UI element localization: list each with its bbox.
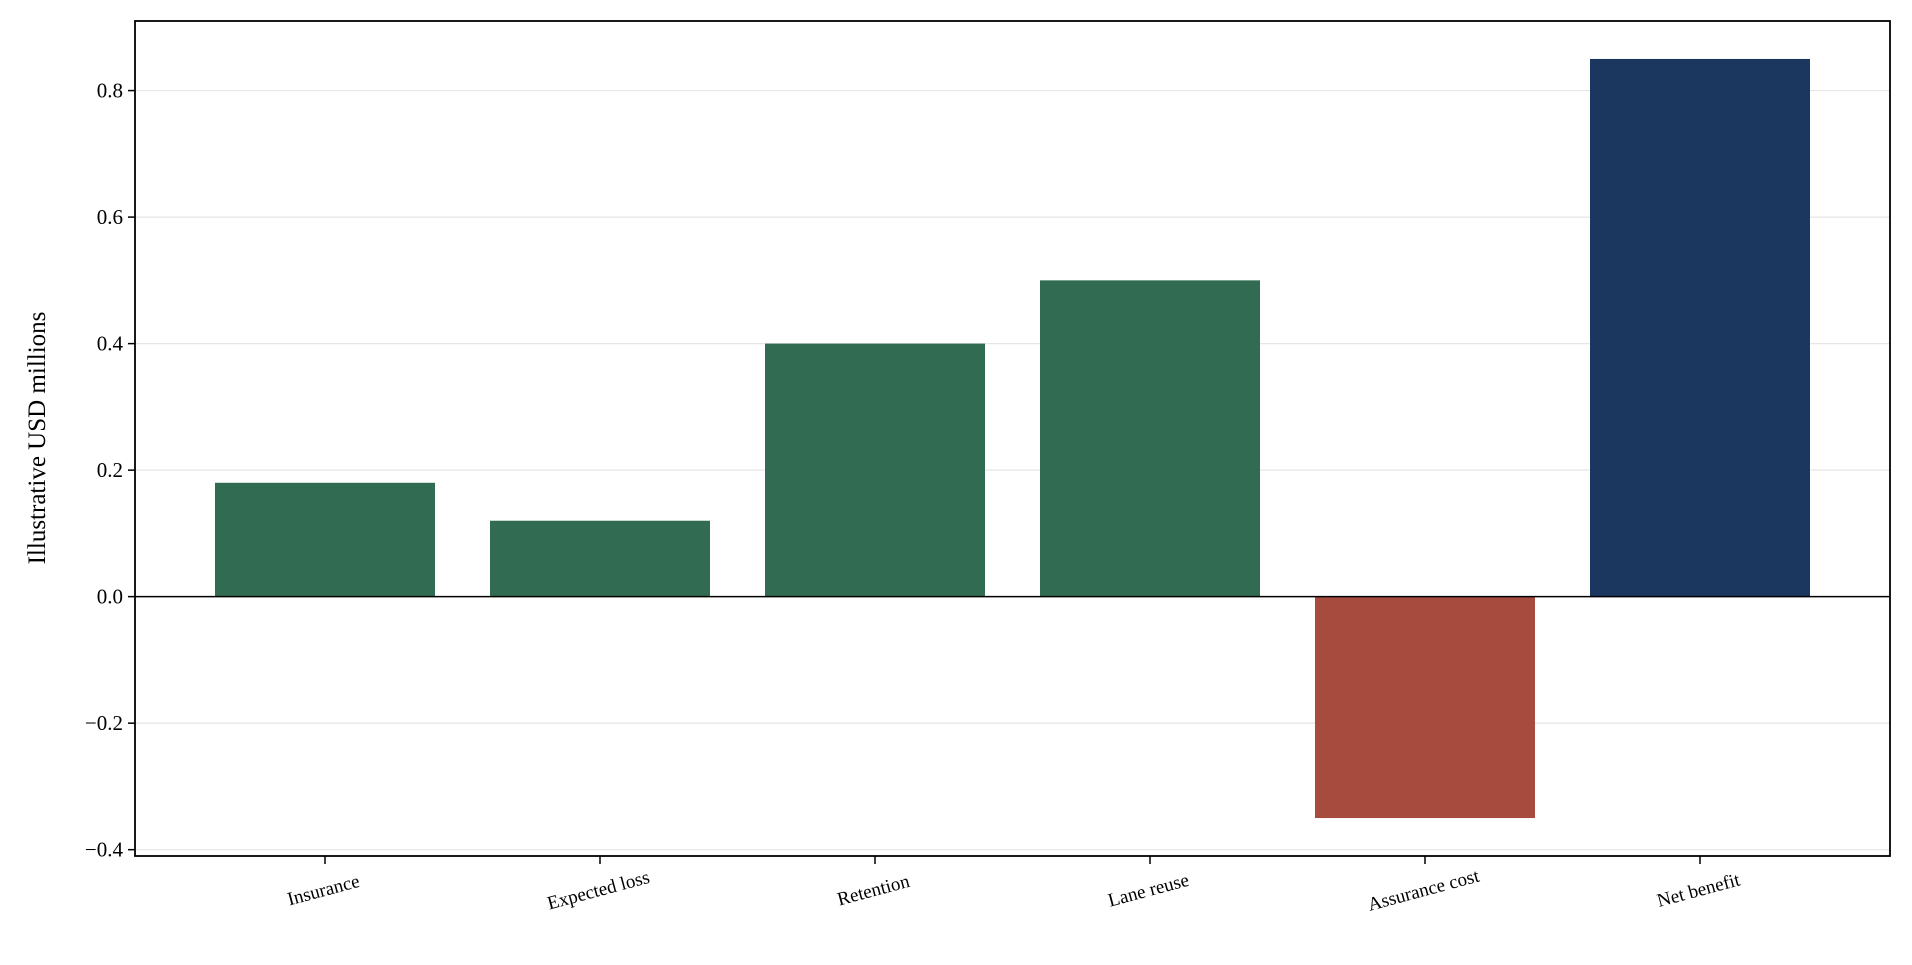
y-tick-label: 0.0 (97, 585, 123, 609)
y-tick-label: 0.8 (97, 79, 123, 103)
y-tick-label: 0.2 (97, 458, 123, 482)
bar (490, 520, 710, 597)
bars (215, 58, 1810, 819)
y-axis-title: Illustrative USD millions (24, 312, 51, 565)
x-tick-label: Insurance (285, 871, 362, 910)
plot-frame (134, 20, 1891, 857)
y-axis: −0.4 −0.2 0.0 0.2 0.4 0.6 0.8 (85, 79, 135, 862)
bar (215, 482, 435, 597)
x-tick-label: Retention (835, 871, 912, 911)
x-tick-label: Assurance cost (1366, 866, 1483, 916)
y-tick-label: 0.4 (97, 332, 124, 356)
x-tick-label: Expected loss (545, 867, 652, 914)
x-axis: Insurance Expected loss Retention Lane reus… (285, 856, 1743, 916)
x-tick-label: Lane reuse (1106, 870, 1191, 912)
y-tick-label: −0.2 (85, 711, 123, 735)
bar (1590, 58, 1810, 597)
bar (1315, 596, 1535, 819)
bar (765, 343, 985, 597)
bar (1040, 280, 1260, 597)
y-tick-label: −0.4 (85, 838, 124, 862)
y-tick-label: 0.6 (97, 205, 123, 229)
x-tick-label: Net benefit (1655, 869, 1743, 911)
